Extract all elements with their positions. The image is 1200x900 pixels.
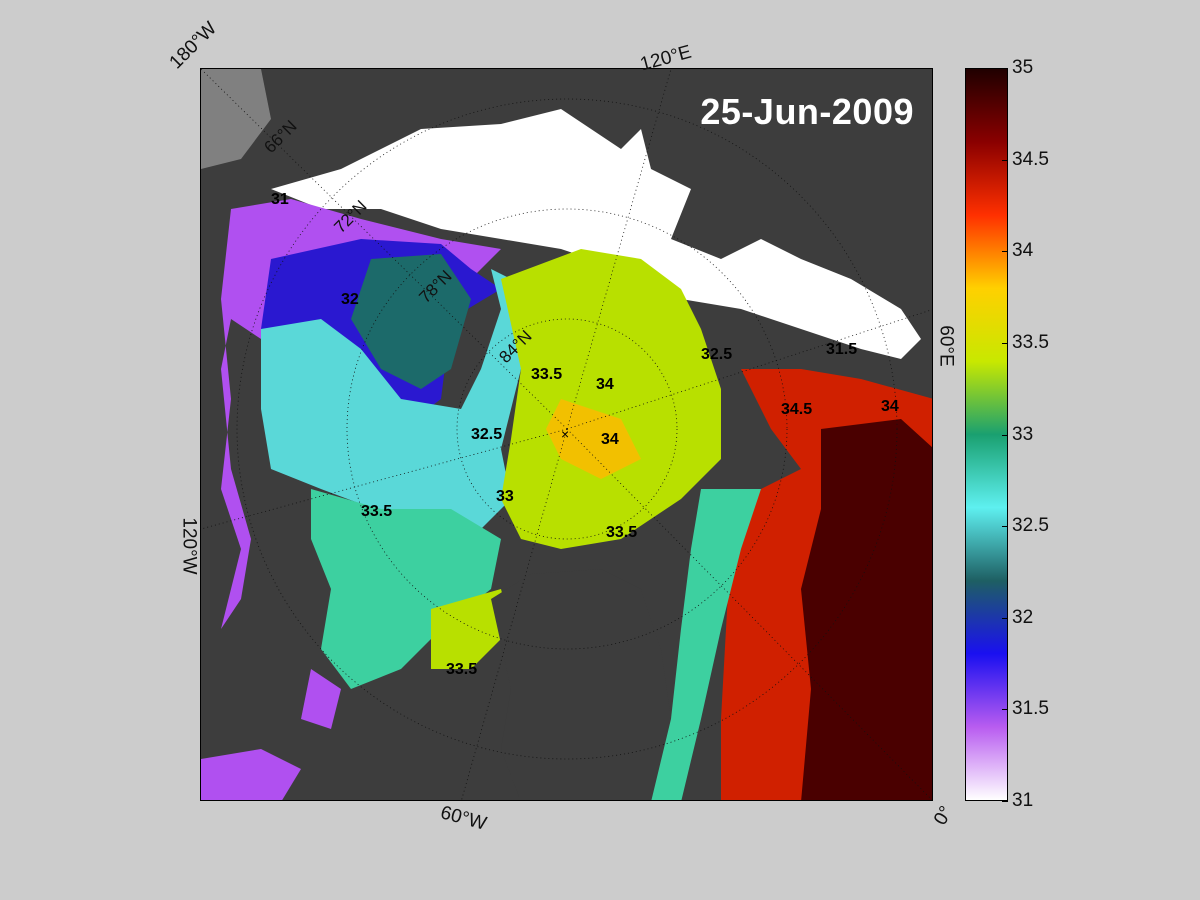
contour-label: 33.5 <box>446 661 477 678</box>
colorbar-tick-label: 32.5 <box>1012 515 1049 537</box>
contour-label: 32 <box>341 291 359 308</box>
salinity-low-sw <box>201 749 301 800</box>
colorbar-tick-mark <box>1002 434 1008 436</box>
colorbar-tick-label: 33 <box>1012 423 1034 445</box>
colorbar-tick-mark <box>1002 342 1008 344</box>
salinity-335-lower <box>431 589 511 669</box>
salinity-34-zone <box>546 399 641 479</box>
contour-label: 31 <box>271 191 289 208</box>
contour-label: 32.5 <box>471 426 502 443</box>
colorbar-tick-label: 35 <box>1012 57 1034 78</box>
contour-label: 33.5 <box>606 524 637 541</box>
lon-label-180w: 180°W <box>165 17 221 74</box>
colorbar-tick-mark <box>1002 709 1008 711</box>
colorbar-tick-label: 31.5 <box>1012 698 1049 720</box>
colorbar-tick-label: 31 <box>1012 790 1034 811</box>
lon-label-60e: 60°E <box>935 325 957 367</box>
colorbar-tick-label: 32 <box>1012 606 1034 628</box>
date-label: 25-Jun-2009 <box>700 91 914 132</box>
contour-label: 33.5 <box>531 366 562 383</box>
ice-region <box>271 109 921 359</box>
salinity-325-dark <box>351 254 471 389</box>
colorbar-tick-mark <box>1002 526 1008 528</box>
salinity-35-zone <box>801 419 932 800</box>
lon-label-60w: 60°W <box>438 802 489 835</box>
salinity-map: 31 33.5 34 34 32.5 33 33.5 33.5 34.5 34 … <box>200 68 933 801</box>
colorbar-tick-label: 34 <box>1012 240 1034 262</box>
colorbar-tick-mark <box>1002 801 1008 802</box>
contour-label: 31.5 <box>826 341 857 358</box>
lon-label-0: 0° <box>930 802 958 829</box>
salinity-335-zone <box>501 249 721 549</box>
contour-label: 34 <box>881 398 899 415</box>
salinity-325-zone <box>261 269 531 529</box>
pole-marker: × <box>561 426 569 442</box>
colorbar-tick-label: 34.5 <box>1012 148 1049 170</box>
contour-label: 34 <box>596 376 614 393</box>
colorbar-tick-mark <box>1002 251 1008 253</box>
lon-label-120w: 120°W <box>178 517 200 575</box>
salinity-33-channel <box>311 489 501 689</box>
land-grey <box>201 69 271 169</box>
colorbar-tick-mark <box>1002 68 1008 69</box>
contour-label: 33.5 <box>361 503 392 520</box>
contour-label: 33 <box>496 488 514 505</box>
colorbar <box>965 68 1008 801</box>
salinity-33-east <box>651 489 761 800</box>
colorbar-tick-label: 33.5 <box>1012 331 1049 353</box>
colorbar-tick-mark <box>1002 159 1008 161</box>
colorbar-tick-mark <box>1002 617 1008 619</box>
contour-label: 32.5 <box>701 346 732 363</box>
contour-label: 34 <box>601 431 619 448</box>
graticule <box>201 69 932 800</box>
contour-label: 34.5 <box>781 401 812 418</box>
salinity-low-sw2 <box>301 669 341 729</box>
land-greenland <box>491 569 671 800</box>
map-canvas: 31 33.5 34 34 32.5 33 33.5 33.5 34.5 34 … <box>201 69 932 800</box>
